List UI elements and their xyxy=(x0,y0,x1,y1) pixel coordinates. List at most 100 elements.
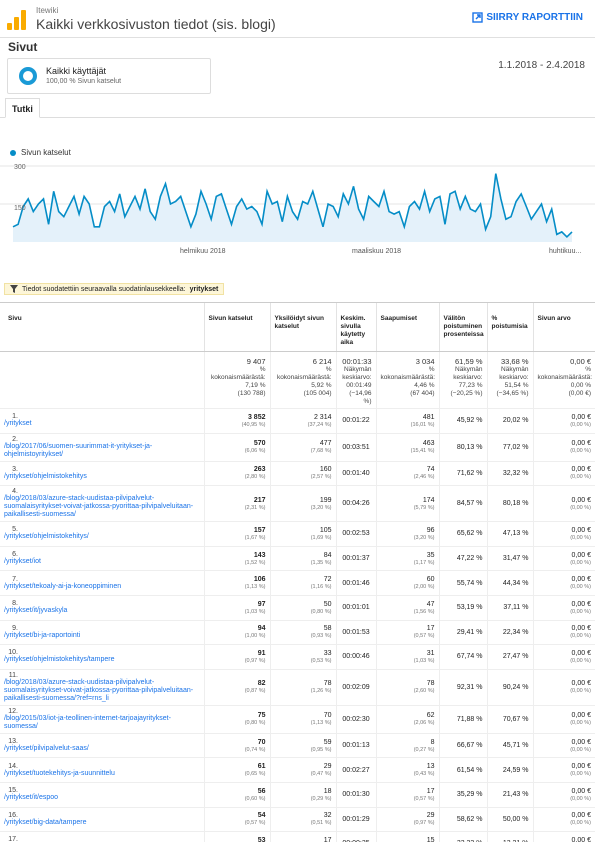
page-link[interactable]: /blog/2015/03/iot-ja-teollinen-internet-… xyxy=(4,714,171,730)
unique-pageviews-value: 32 xyxy=(323,812,332,820)
table-row[interactable]: 3./yritykset/ohjelmistokehitys 263 (2,80 %… xyxy=(0,461,595,487)
pageviews-share: (1,52 %) xyxy=(244,559,266,566)
page-link[interactable]: /yritykset/bi-ja-raportointi xyxy=(4,631,81,639)
entrances-value: 13 xyxy=(426,763,435,771)
col-header-entrances[interactable]: Saapumiset xyxy=(375,302,439,352)
page-link[interactable]: /blog/2018/03/azure-stack-uudistaa-pilvi… xyxy=(4,495,194,519)
table-row[interactable]: 14./yritykset/tuotekehitys-ja-suunnittel… xyxy=(0,757,595,783)
page-link[interactable]: /yritykset/ohjelmistokehitys/ xyxy=(4,533,89,541)
page-link[interactable]: /blog/2018/03/azure-stack-uudistaa-pilvi… xyxy=(4,678,194,702)
col-header-page[interactable]: Sivu xyxy=(0,302,204,352)
page-value-cell: 0,00 €(0,00 %) xyxy=(532,644,595,670)
avg-time-cell: 00:00:46 xyxy=(335,644,376,670)
unique-pageviews-share: (0,95 %) xyxy=(310,746,332,753)
filter-term: yritykset xyxy=(189,285,219,293)
table-row[interactable]: 13./yritykset/pilvipalvelut-saas/70 (0,74… xyxy=(0,733,595,759)
table-row[interactable]: 7./yritykset/tekoaly-ai-ja-koneoppiminen… xyxy=(0,570,595,596)
page-link[interactable]: /yritykset xyxy=(4,420,32,428)
pageviews-cell: 97 (1,03 %) xyxy=(203,595,270,621)
segment-donut-icon xyxy=(19,67,37,85)
date-range-picker[interactable]: 1.1.2018 - 2.4.2018 xyxy=(498,60,585,71)
table-row[interactable]: 15./yritykset/it/espoo 56 (0,60 %) 18 (0,29 … xyxy=(0,782,595,808)
totals-line: kokonaismäärästä: xyxy=(537,374,593,381)
entrances-value: 174 xyxy=(422,496,435,504)
col-header-pageviews[interactable]: Sivun katselut xyxy=(203,302,270,352)
entrances-cell: 463 (15,41 %) xyxy=(375,433,439,462)
entrances-share: (0,97 %) xyxy=(413,820,435,827)
page-link[interactable]: /yritykset/pilvipalvelut-saas/ xyxy=(4,745,89,753)
table-row[interactable]: 11./blog/2018/03/azure-stack-uudistaa-pi… xyxy=(0,669,595,706)
avg-time-cell: 00:01:46 xyxy=(335,570,376,596)
page-value-cell: 0,00 €(0,00 %) xyxy=(532,485,595,523)
col-header-page-value[interactable]: Sivun arvo xyxy=(532,302,595,352)
table-row[interactable]: 1./yritykset 3 852 (40,95 %) 2 314 (37,24 %)… xyxy=(0,408,595,434)
page-link[interactable]: /yritykset/ohjelmistokehitys xyxy=(4,472,87,480)
totals-line: 51,54 % xyxy=(504,382,529,389)
table-row[interactable]: 6./yritykset/iot 143 (1,52 %) 84 (1,35 %) 00:… xyxy=(0,546,595,572)
table-row[interactable]: 5./yritykset/ohjelmistokehitys/157 (1,67 … xyxy=(0,521,595,547)
table-row[interactable]: 2./blog/2017/06/suomen-suurimmat-it-yrit… xyxy=(0,433,595,462)
totals-line: 4,46 % xyxy=(414,382,435,389)
page-link[interactable]: /yritykset/it/espoo xyxy=(4,794,59,802)
col-header-avg-time[interactable]: Keskim. sivulla käytetty aika xyxy=(335,302,376,352)
bounce-rate-cell: 33,33 % xyxy=(438,831,487,842)
page-value-cell: 0,00 €(0,00 %) xyxy=(532,546,595,572)
pageviews-cell: 70 (0,74 %) xyxy=(203,733,270,759)
exit-rate-cell: 32,32 % xyxy=(486,461,533,487)
totals-cell: 9 407% kokonaismäärästä: 7,19 % (130 788) xyxy=(203,351,270,409)
col-header-unique-pageviews[interactable]: Yksilöidyt sivun katselut xyxy=(269,302,336,352)
row-index: 13. xyxy=(8,738,18,746)
table-row[interactable]: 16./yritykset/big-data/tampere 54 (0,57 %)… xyxy=(0,807,595,833)
tab-explorer[interactable]: Tutki xyxy=(5,98,40,118)
page-link[interactable]: /yritykset/it/jyvaskyla xyxy=(4,607,68,615)
entrances-value: 17 xyxy=(426,625,435,633)
table-row[interactable]: 10./yritykset/ohjelmistokehitys/tampere 9… xyxy=(0,644,595,670)
page-link[interactable]: /yritykset/tuotekehitys-ja-suunnittelu xyxy=(4,769,115,777)
jump-to-report-button[interactable]: SIIRRY RAPORTTIIN xyxy=(472,12,583,23)
view-title[interactable]: Kaikki verkkosivuston tiedot (sis. blogi… xyxy=(36,16,276,32)
avg-time-cell: 00:01:29 xyxy=(335,807,376,833)
table-row[interactable]: 4./blog/2018/03/azure-stack-uudistaa-pil… xyxy=(0,485,595,523)
col-header-bounce-rate[interactable]: Välitön poistuminen prosenteissa xyxy=(438,302,487,352)
unique-pageviews-cell: 477 (7,68 %) xyxy=(269,433,336,462)
pageviews-cell: 94 (1,00 %) xyxy=(203,620,270,646)
avg-time-cell: 00:01:30 xyxy=(335,782,376,808)
page-value-share: (0,00 %) xyxy=(570,559,591,566)
entrances-share: (3,20 %) xyxy=(413,534,435,541)
page-value-value: 0,00 € xyxy=(571,496,591,504)
page-value-share: (0,00 %) xyxy=(570,771,591,778)
bounce-rate-cell: 29,41 % xyxy=(438,620,487,646)
entrances-value: 47 xyxy=(426,600,435,608)
page-value-value: 0,00 € xyxy=(571,600,591,608)
unique-pageviews-cell: 70 (1,13 %) xyxy=(269,705,336,734)
page-cell: 17./yritykset/ohjelmistokehitys/kuopio xyxy=(0,831,204,842)
page-cell: 16./yritykset/big-data/tampere xyxy=(0,807,204,833)
table-row[interactable]: 9./yritykset/bi-ja-raportointi 94 (1,00 %)… xyxy=(0,620,595,646)
row-index: 6. xyxy=(12,551,18,559)
page-link[interactable]: /blog/2017/06/suomen-suurimmat-it-yrityk… xyxy=(4,442,153,458)
page-value-cell: 0,00 €(0,00 %) xyxy=(532,408,595,434)
page-value-cell: 0,00 €(0,00 %) xyxy=(532,831,595,842)
page-link[interactable]: /yritykset/big-data/tampere xyxy=(4,818,87,826)
table-row[interactable]: 17./yritykset/ohjelmistokehitys/kuopio53… xyxy=(0,831,595,842)
pageviews-cell: 217 (2,31 %) xyxy=(203,485,270,523)
exit-rate-cell: 77,02 % xyxy=(486,433,533,462)
totals-line: 77,23 % xyxy=(458,382,483,389)
unique-pageviews-cell: 32 (0,51 %) xyxy=(269,807,336,833)
page-value-share: (0,00 %) xyxy=(570,720,591,727)
table-row[interactable]: 8./yritykset/it/jyvaskyla 97 (1,03 %) 50 (0,… xyxy=(0,595,595,621)
row-index: 12. xyxy=(8,707,18,715)
page-link[interactable]: /yritykset/iot xyxy=(4,558,41,566)
account-breadcrumb[interactable]: Itewiki xyxy=(36,6,59,15)
avg-time-cell: 00:02:30 xyxy=(335,705,376,734)
exit-rate-cell: 27,47 % xyxy=(486,644,533,670)
unique-pageviews-cell: 59 (0,95 %) xyxy=(269,733,336,759)
totals-line: 7,19 % xyxy=(245,382,266,389)
table-row[interactable]: 12./blog/2015/03/iot-ja-teollinen-intern… xyxy=(0,705,595,734)
entrances-share: (15,41 %) xyxy=(410,448,435,455)
page-link[interactable]: /yritykset/ohjelmistokehitys/tampere xyxy=(4,656,115,664)
col-header-exit-rate[interactable]: % poistumisia xyxy=(486,302,533,352)
page-link[interactable]: /yritykset/tekoaly-ai-ja-koneoppiminen xyxy=(4,582,122,590)
segment-card[interactable]: Kaikki käyttäjät 100,00 % Sivun katselut xyxy=(7,58,211,94)
entrances-value: 17 xyxy=(426,787,435,795)
